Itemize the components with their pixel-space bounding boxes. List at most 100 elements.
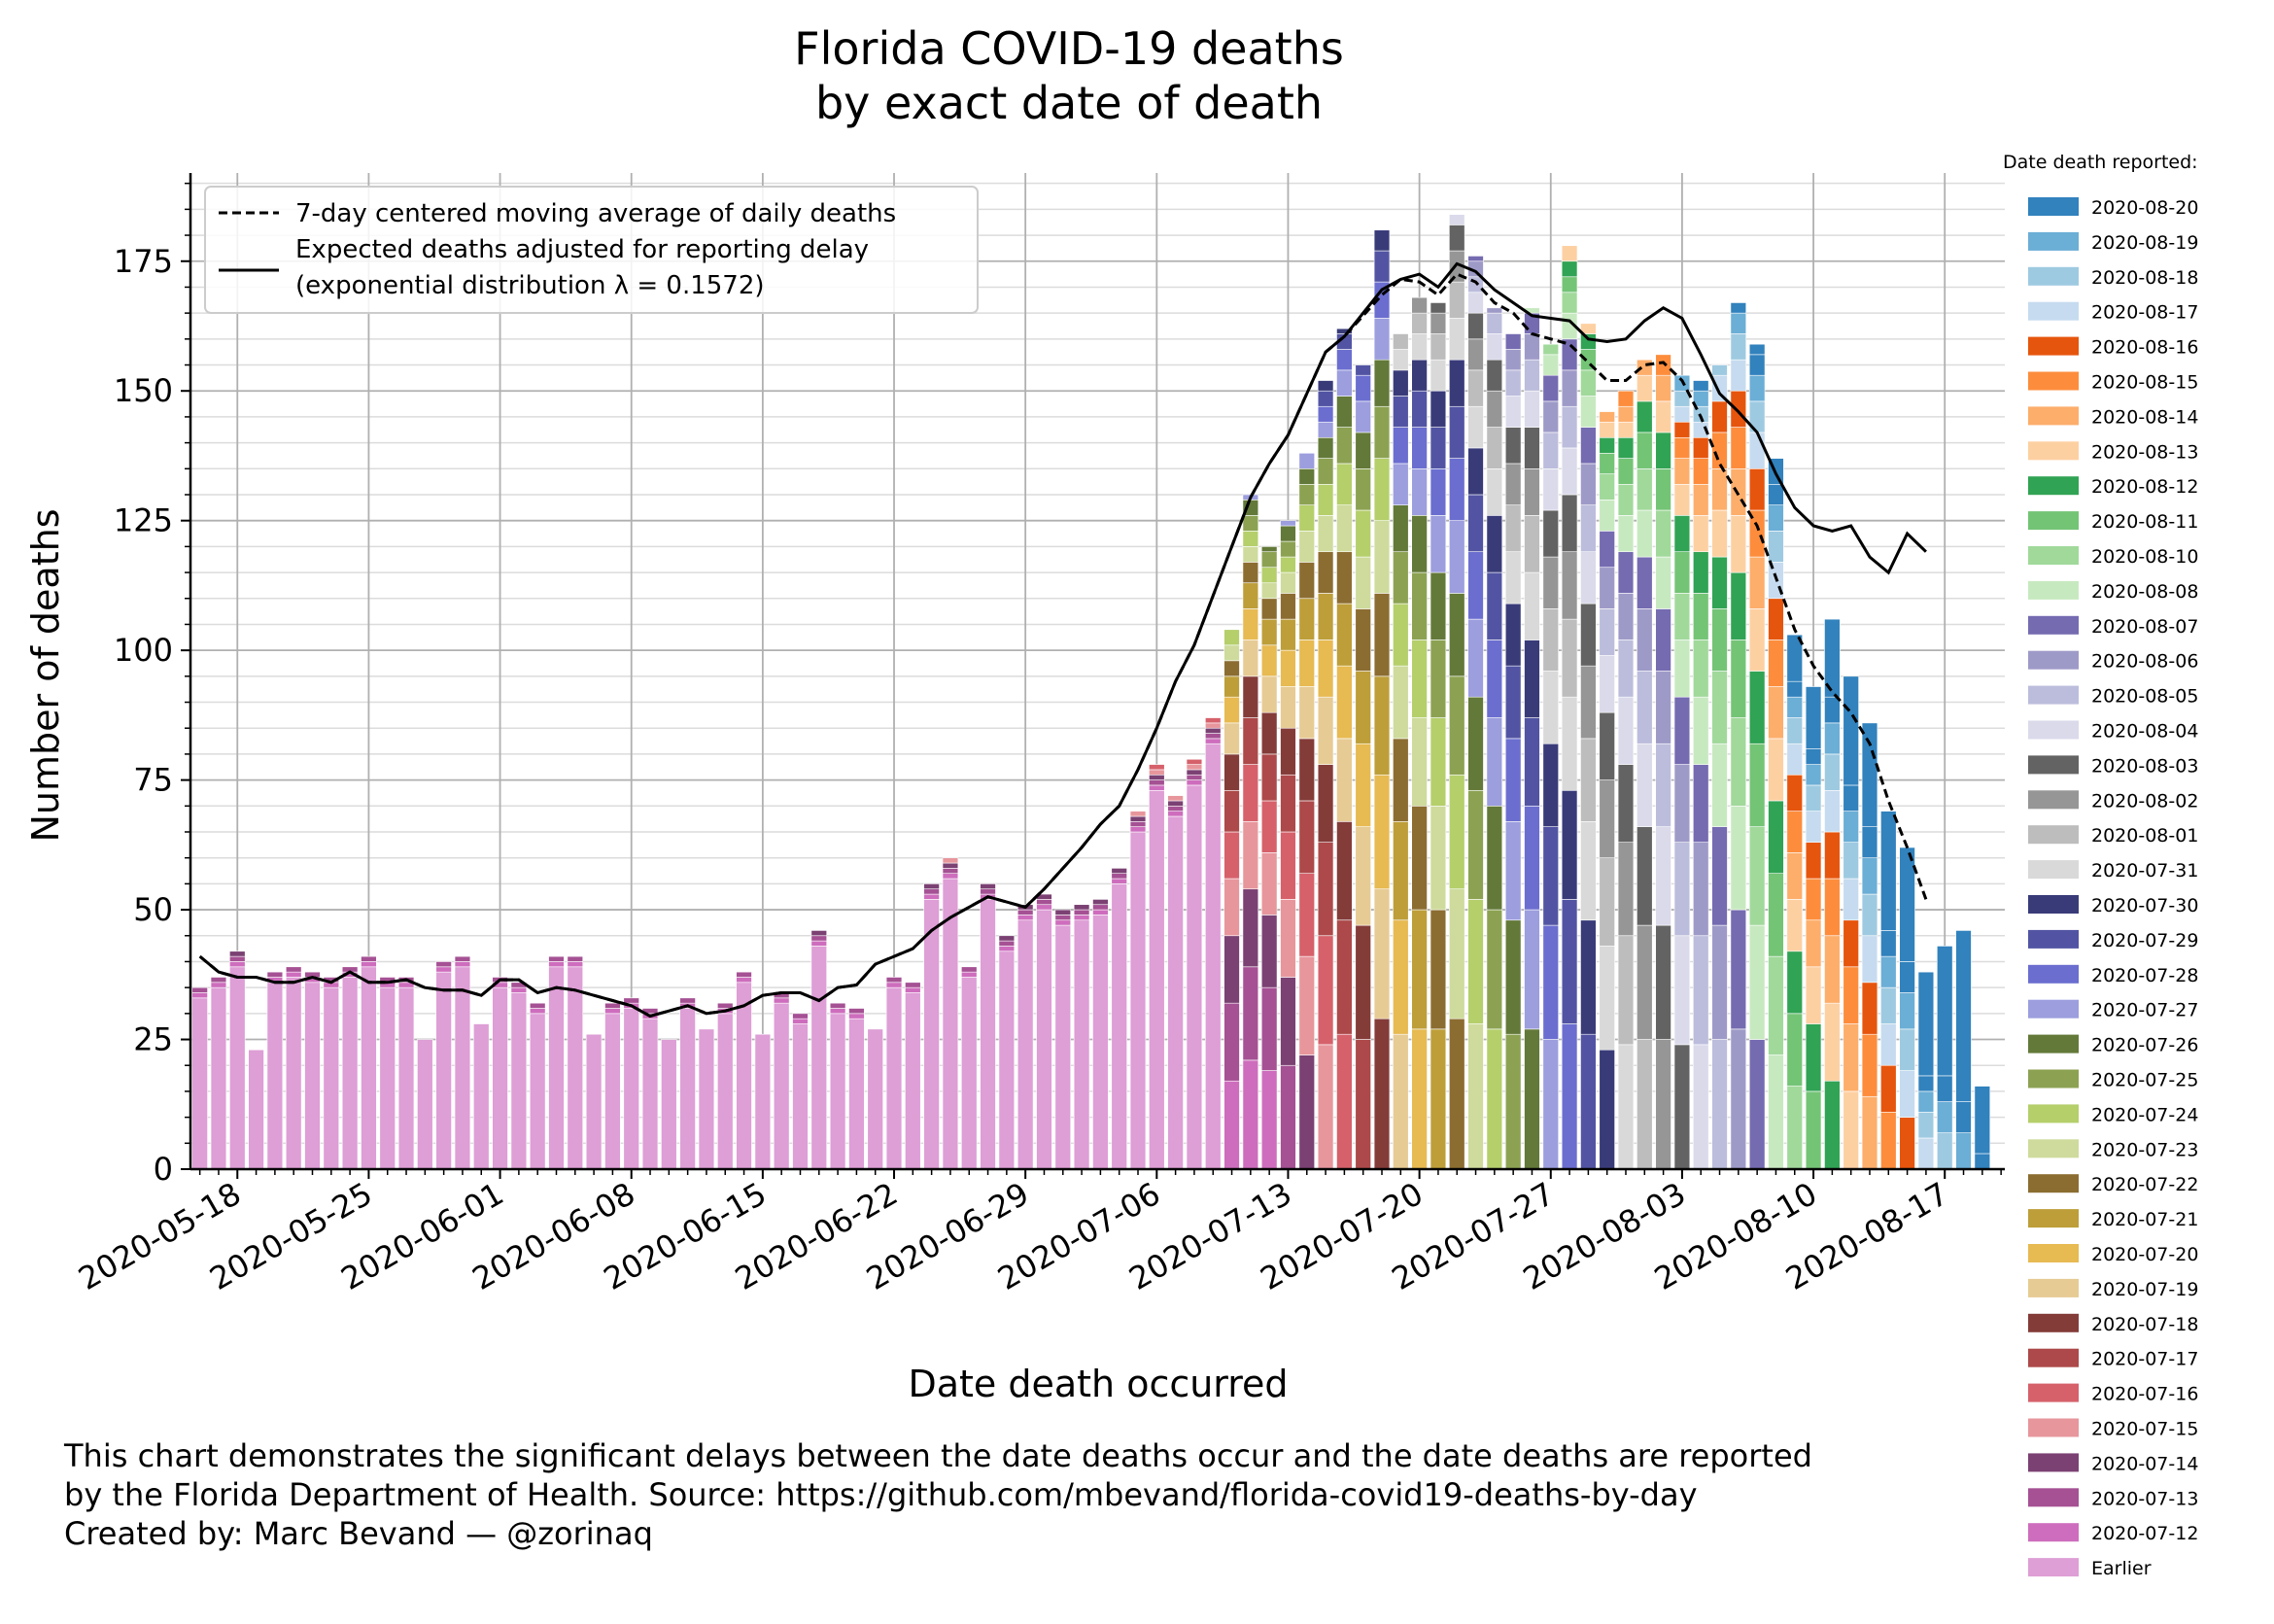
bar-segment: [1223, 1002, 1240, 1082]
bar-segment: [1637, 826, 1653, 926]
main-legend-frame: [204, 186, 979, 314]
bar-segment: [1298, 531, 1315, 563]
bar-segment: [1504, 463, 1522, 505]
bar-segment: [1786, 1086, 1803, 1170]
bar-segment: [1748, 1039, 1766, 1170]
side-legend-label: 2020-07-24: [2091, 1104, 2198, 1125]
footnote: This chart demonstrates the significant …: [64, 1436, 1812, 1553]
bar-segment: [1242, 531, 1259, 547]
bar-segment: [1260, 582, 1278, 600]
bar-segment: [885, 986, 903, 1170]
bar-segment: [736, 971, 752, 978]
bar-segment: [1467, 369, 1484, 407]
bar-segment: [1861, 826, 1878, 858]
bar-segment: [1917, 1075, 1935, 1092]
bar-segment: [1786, 774, 1803, 812]
bar-segment: [1467, 696, 1484, 791]
bar-segment: [942, 857, 959, 864]
bar-segment: [998, 946, 1016, 952]
bar-segment: [1298, 686, 1315, 740]
legend-label-moving-average: 7-day centered moving average of daily d…: [295, 199, 896, 228]
bar-segment: [942, 873, 959, 880]
side-legend-swatch: [2028, 371, 2079, 391]
side-legend-swatch: [2028, 1069, 2079, 1088]
bar-segment: [1673, 593, 1691, 640]
bar-segment: [1768, 873, 1784, 957]
bar-segment: [1805, 966, 1822, 1024]
bar-segment: [604, 1013, 621, 1170]
bar-segment: [1655, 826, 1671, 926]
bar-segment: [1542, 509, 1559, 558]
bar-segment: [1317, 390, 1334, 407]
bar-segment: [1167, 800, 1184, 807]
bar-segment: [1449, 675, 1465, 776]
bar-segment: [1373, 458, 1391, 521]
bar-segment: [1504, 1033, 1522, 1170]
bar-segment: [1824, 789, 1841, 833]
bar-segment: [1805, 842, 1822, 880]
side-legend-swatch: [2028, 825, 2079, 845]
bar-segment: [1843, 1090, 1859, 1170]
side-legend-label: 2020-08-11: [2091, 511, 2198, 533]
bar-segment: [285, 977, 302, 1170]
bar-segment: [679, 997, 696, 1004]
bar-segment: [1955, 1101, 1972, 1133]
bar-segment: [773, 1002, 790, 1170]
bar-segment: [1430, 390, 1447, 428]
bar-segment: [1899, 1070, 1915, 1118]
bar-segment: [1467, 447, 1484, 496]
bar-segment: [229, 950, 246, 957]
x-axis-label: Date death occurred: [908, 1363, 1288, 1405]
bar-segment: [1861, 1033, 1878, 1097]
bar-segment: [1824, 878, 1841, 937]
bar-segment: [1748, 556, 1766, 609]
bar-segment: [1637, 671, 1653, 744]
bar-segment: [435, 961, 452, 968]
bar-segment: [191, 992, 208, 999]
bar-segment: [1393, 919, 1409, 1035]
bar-segment: [1449, 520, 1465, 594]
bar-segment: [1430, 909, 1447, 1030]
bar-segment: [1861, 982, 1878, 1035]
bar-segment: [1786, 950, 1803, 1015]
bar-segment: [1073, 904, 1090, 911]
bar-segment: [548, 966, 565, 1170]
y-tick-label: 25: [133, 1021, 173, 1058]
bar-segment: [1336, 369, 1353, 397]
bar-segment: [1561, 494, 1578, 553]
bar-segment: [604, 1008, 621, 1015]
bar-segment: [1223, 753, 1240, 791]
bar-segment: [1411, 390, 1428, 428]
bar-segment: [510, 992, 528, 1170]
bar-segment: [1617, 764, 1635, 843]
bar-segment: [1768, 686, 1784, 740]
bar-segment: [1561, 551, 1578, 620]
bar-segment: [1355, 924, 1371, 1040]
bar-segment: [1280, 831, 1296, 900]
bar-segment: [1580, 323, 1597, 334]
bar-segment: [1542, 826, 1559, 926]
bar-segment: [1730, 515, 1747, 573]
bar-segment: [1317, 935, 1334, 1046]
bar-segment: [1280, 774, 1296, 833]
side-legend-swatch: [2028, 1278, 2079, 1297]
side-legend-label: 2020-08-05: [2091, 686, 2198, 708]
bar-segment: [1393, 665, 1409, 740]
bar-segment: [1899, 961, 1915, 993]
bar-segment: [1655, 924, 1671, 1040]
bar-segment: [1693, 436, 1709, 459]
bar-segment: [1561, 447, 1578, 496]
bar-segment: [1280, 556, 1296, 573]
bar-segment: [1411, 909, 1428, 1030]
bar-segment: [1805, 1090, 1822, 1170]
bar-segment: [1280, 525, 1296, 542]
bar-segment: [1504, 504, 1522, 553]
bar-segment: [1467, 256, 1484, 262]
bar-segment: [604, 1002, 621, 1009]
bar-segment: [1280, 686, 1296, 729]
bar-segment: [1824, 831, 1841, 880]
bar-segment: [1336, 665, 1353, 740]
bar-segment: [529, 1002, 546, 1009]
side-legend-swatch: [2028, 1244, 2079, 1262]
